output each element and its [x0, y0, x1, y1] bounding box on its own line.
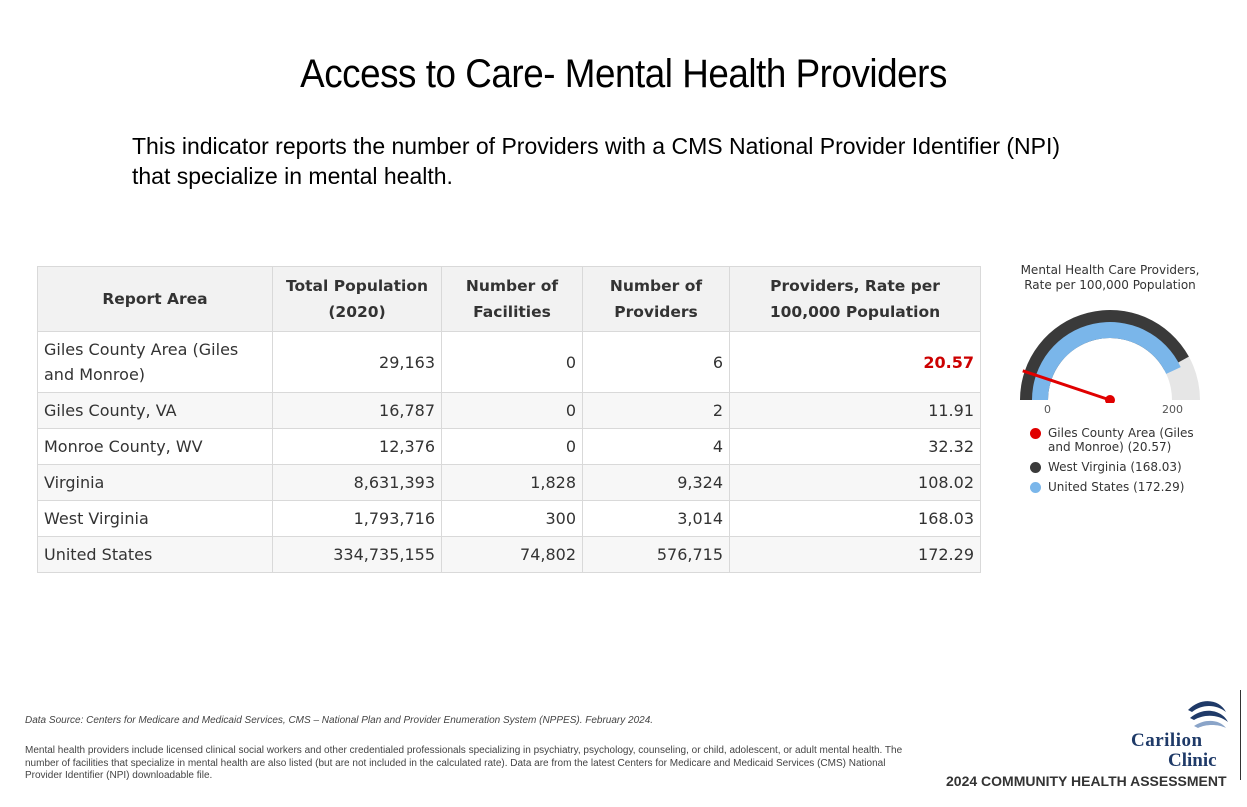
table-cell: Giles County Area (Giles and Monroe)	[37, 331, 273, 393]
gauge-arc-united-states	[1032, 321, 1181, 400]
methodology-note: Mental health providers include licensed…	[25, 745, 903, 781]
table-cell: 6	[582, 331, 730, 393]
gauge-needle-hub	[1105, 395, 1115, 403]
table-cell: 334,735,155	[272, 536, 442, 573]
table-cell: 172.29	[729, 536, 981, 573]
intro-text: This indicator reports the number of Pro…	[132, 133, 1061, 189]
table-cell: 74,802	[441, 536, 583, 573]
column-header: Number of Facilities	[441, 266, 583, 332]
table-row: United States 334,735,155 74,802 576,715…	[37, 536, 981, 573]
gauge-needle-giles-county	[1022, 369, 1111, 402]
legend-label: United States (172.29)	[1048, 480, 1185, 494]
table-row: Giles County Area (Giles and Monroe) 29,…	[37, 331, 981, 393]
column-header: Number of Providers	[582, 266, 730, 332]
table-cell: 9,324	[582, 464, 730, 501]
table-row: Giles County, VA 16,787 0 2 11.91	[37, 392, 981, 429]
providers-table: Report Area Total Population (2020) Numb…	[37, 266, 981, 573]
legend-item: United States (172.29)	[1030, 480, 1220, 494]
table-cell: 8,631,393	[272, 464, 442, 501]
table-cell: Virginia	[37, 464, 273, 501]
tick-label-min: 0	[1044, 403, 1051, 416]
column-header: Providers, Rate per 100,000 Population	[729, 266, 981, 332]
tick-label-max: 200	[1162, 403, 1183, 416]
data-source-text: Data Source: Centers for Medicare and Me…	[25, 715, 654, 726]
chart-title: Mental Health Care Providers, Rate per 1…	[1020, 263, 1200, 292]
gauge-chart: Mental Health Care Providers, Rate per 1…	[1010, 263, 1210, 503]
legend-swatch	[1030, 428, 1041, 439]
table-cell: 108.02	[729, 464, 981, 501]
table-header-row: Report Area Total Population (2020) Numb…	[37, 266, 981, 332]
table-cell: 2	[582, 392, 730, 429]
legend-label: West Virginia (168.03)	[1048, 460, 1182, 474]
table-cell: 300	[441, 500, 583, 537]
table-cell: 32.32	[729, 428, 981, 465]
legend-item: West Virginia (168.03)	[1030, 460, 1220, 474]
table-cell: 29,163	[272, 331, 442, 393]
table-cell: 4	[582, 428, 730, 465]
gauge-svg	[1020, 310, 1200, 403]
table-cell: United States	[37, 536, 273, 573]
table-cell: 16,787	[272, 392, 442, 429]
table-cell: 12,376	[272, 428, 442, 465]
table-cell: 168.03	[729, 500, 981, 537]
table-cell: 0	[441, 428, 583, 465]
table-cell: 3,014	[582, 500, 730, 537]
legend-swatch	[1030, 482, 1041, 493]
table-cell: 1,828	[441, 464, 583, 501]
logo-wordmark-top: Carilion	[1131, 730, 1203, 751]
table-row: West Virginia 1,793,716 300 3,014 168.03	[37, 500, 981, 537]
table-cell: Giles County, VA	[37, 392, 273, 429]
table-cell: 0	[441, 392, 583, 429]
footer-label: 2024 COMMUNITY HEALTH ASSESSMENT	[946, 773, 1227, 789]
chart-legend: Giles County Area (Giles and Monroe) (20…	[1030, 426, 1220, 500]
table-cell: Monroe County, WV	[37, 428, 273, 465]
legend-swatch	[1030, 462, 1041, 473]
table-cell: 0	[441, 331, 583, 393]
legend-item: Giles County Area (Giles and Monroe) (20…	[1030, 426, 1220, 454]
page-title: Access to Care- Mental Health Providers	[300, 52, 947, 96]
legend-label: Giles County Area (Giles and Monroe) (20…	[1048, 426, 1194, 454]
table-row: Virginia 8,631,393 1,828 9,324 108.02	[37, 464, 981, 501]
carilion-swoosh-icon	[1188, 701, 1228, 728]
table-cell: 20.57	[729, 331, 981, 393]
logo-wordmark-bottom: Clinic	[1168, 750, 1217, 771]
table-row: Monroe County, WV 12,376 0 4 32.32	[37, 428, 981, 465]
table-cell: 576,715	[582, 536, 730, 573]
column-header: Total Population (2020)	[272, 266, 442, 332]
table-cell: 1,793,716	[272, 500, 442, 537]
column-header: Report Area	[37, 266, 273, 332]
table-cell: 11.91	[729, 392, 981, 429]
divider	[1240, 690, 1241, 780]
table-cell: West Virginia	[37, 500, 273, 537]
